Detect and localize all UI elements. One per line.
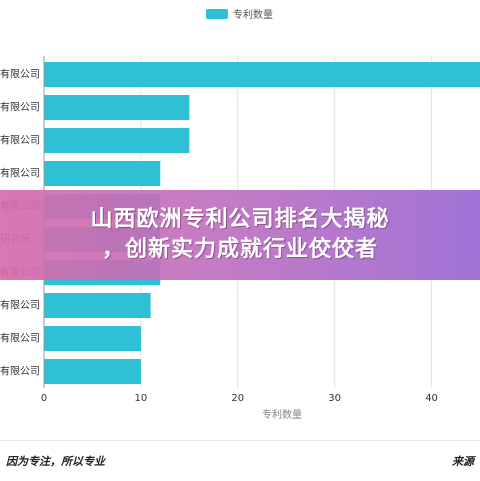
x-tick-label: 0 [41,393,47,404]
legend-swatch [206,9,228,19]
bar [44,161,161,186]
y-tick-label: 有限公司 [0,299,40,312]
x-axis-title: 专利数量 [262,408,302,421]
legend-label: 专利数量 [233,8,273,21]
x-axis-ticks: 0 10 20 30 40 [41,393,438,404]
legend: 专利数量 [206,8,273,21]
bar [44,62,480,87]
bar [44,128,190,153]
bar [44,293,151,318]
y-tick-label: 有限公司 [0,134,40,147]
y-tick-label: 有限公司 [0,101,40,114]
y-tick-label: 有限公司 [0,68,40,81]
bar [44,359,141,384]
footer-slogan: 因为专注，所以专业 [6,455,105,468]
y-tick-label: 有限公司 [0,167,40,180]
banner-title-line-2: ，创新实力成就行业佼佼者 [101,237,378,262]
x-tick-label: 40 [425,393,438,404]
bar [44,326,141,351]
x-tick-label: 30 [328,393,341,404]
x-tick-label: 20 [231,393,244,404]
banner-title-line-1: 山西欧洲专利公司排名大揭秘 [90,207,390,232]
bar [44,95,190,120]
x-tick-label: 10 [135,393,148,404]
y-tick-label: 有限公司 [0,365,40,378]
footer-source-label: 来源 [452,455,474,468]
title-banner: 山西欧洲专利公司排名大揭秘 ，创新实力成就行业佼佼者 [0,190,480,280]
footer: 因为专注，所以专业 来源 [0,440,480,481]
y-tick-label: 有限公司 [0,332,40,345]
